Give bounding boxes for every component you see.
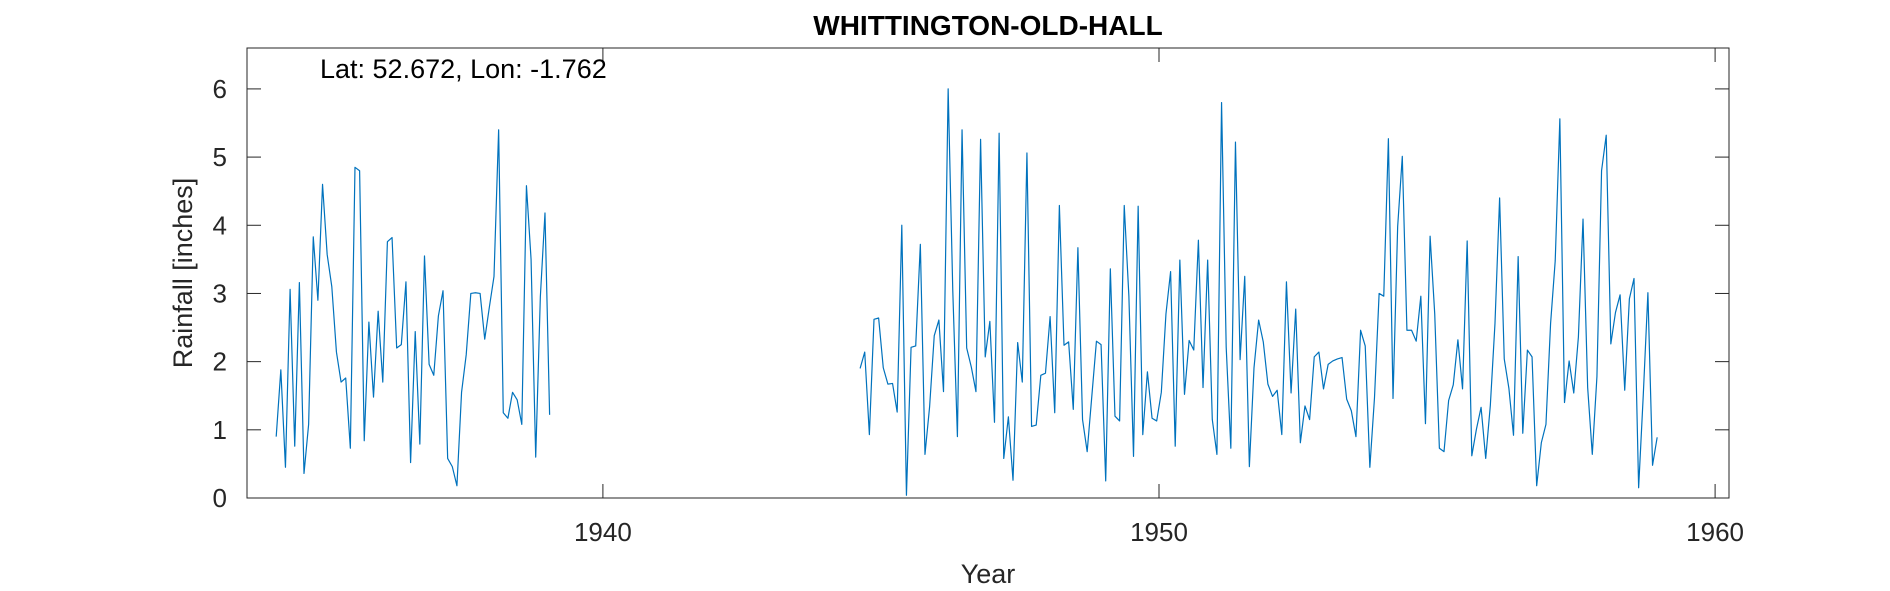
y-tick-label: 3 — [213, 278, 227, 308]
plot-area-frame — [246, 47, 1730, 499]
y-tick-label: 5 — [213, 142, 227, 172]
x-tick-label: 1960 — [1686, 517, 1744, 547]
x-tick-label: 1940 — [574, 517, 632, 547]
x-axis-label: Year — [961, 559, 1016, 589]
rainfall-line-segment-1 — [275, 129, 551, 487]
y-tick-label: 1 — [213, 415, 227, 445]
chart-title: WHITTINGTON-OLD-HALL — [813, 10, 1162, 41]
plot-area-background — [247, 48, 1729, 498]
y-axis-label: Rainfall [inches] — [168, 178, 198, 369]
y-tick-label: 4 — [213, 210, 227, 240]
lat-lon-annotation: Lat: 52.672, Lon: -1.762 — [320, 54, 607, 84]
y-tick-label: 6 — [213, 74, 227, 104]
rainfall-line-segment-2 — [859, 88, 1658, 496]
y-tick-label: 2 — [213, 347, 227, 377]
x-tick-label: 1950 — [1130, 517, 1188, 547]
axis-ticks: 0 1 2 3 4 5 6 1940 1950 1960 — [213, 48, 1744, 547]
rainfall-series — [275, 88, 1658, 496]
y-tick-label: 0 — [213, 483, 227, 513]
